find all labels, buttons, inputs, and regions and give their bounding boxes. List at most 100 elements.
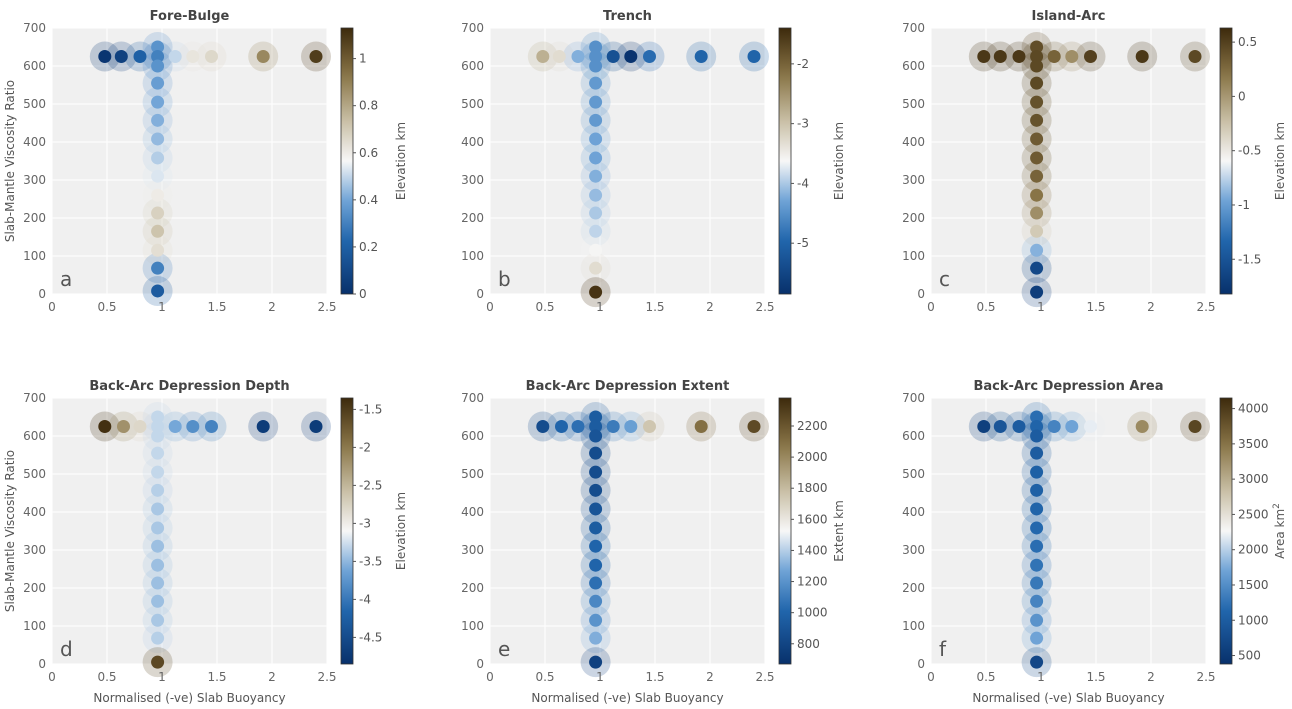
- colorbar-tick-label: -2.5: [359, 478, 382, 492]
- colorbar-label-superscript: 2: [1272, 503, 1282, 509]
- x-tick-label: 0.5: [97, 300, 116, 314]
- colorbar-tick-label: 0.2: [359, 240, 378, 254]
- y-tick-label: 500: [23, 97, 46, 111]
- colorbar-tick-label: -5: [797, 236, 809, 250]
- data-point: [1030, 285, 1044, 299]
- data-point: [589, 224, 603, 238]
- x-tick-label: 0.5: [976, 670, 995, 684]
- data-point: [643, 420, 656, 433]
- panel-title: Fore-Bulge: [150, 9, 230, 24]
- colorbar-tick-label: 3000: [1238, 472, 1269, 486]
- colorbar-tick-label: 4000: [1238, 402, 1269, 416]
- x-tick-label: 1: [158, 300, 166, 314]
- colorbar-tick-label: 1600: [797, 512, 828, 526]
- data-point: [151, 169, 165, 183]
- data-point: [624, 420, 638, 433]
- y-tick-label: 400: [23, 505, 46, 519]
- colorbar-tick-label: -4: [359, 592, 371, 606]
- y-tick-label: 0: [476, 657, 484, 671]
- colorbar-tick-label: 2500: [1238, 507, 1269, 521]
- y-tick-label: 600: [902, 59, 925, 73]
- data-point: [151, 224, 165, 238]
- colorbar-tick-label: 0.8: [359, 99, 378, 113]
- data-point: [694, 50, 708, 63]
- y-tick-label: 300: [461, 543, 484, 557]
- data-point: [1030, 521, 1044, 535]
- x-tick-label: 1.5: [207, 670, 226, 684]
- data-point: [552, 50, 566, 63]
- data-point: [1188, 420, 1202, 433]
- data-point: [1030, 151, 1044, 165]
- colorbar-tick-label: 1800: [797, 481, 828, 495]
- data-point: [98, 420, 112, 433]
- y-tick-label: 500: [461, 97, 484, 111]
- y-tick-label: 500: [902, 97, 925, 111]
- data-point: [309, 50, 323, 63]
- data-point: [1030, 59, 1044, 73]
- colorbar-tick-label: 0.6: [359, 146, 378, 160]
- x-tick-label: 1: [596, 670, 604, 684]
- colorbar-tick-label: -3: [359, 516, 371, 530]
- y-tick-label: 700: [902, 391, 925, 405]
- data-point: [1030, 261, 1044, 275]
- data-point: [643, 50, 656, 63]
- colorbar: [778, 27, 792, 295]
- y-tick-label: 400: [461, 135, 484, 149]
- data-point: [168, 50, 182, 63]
- colorbar: [340, 397, 354, 665]
- data-point: [993, 50, 1007, 63]
- x-tick-label: 1.5: [1086, 670, 1105, 684]
- data-point: [1030, 594, 1044, 608]
- x-tick-label: 0.5: [976, 300, 995, 314]
- data-point: [151, 594, 165, 608]
- data-point: [1030, 169, 1044, 183]
- panel-b: 0 0.5 1 1.5 2 2.5 0 100 200 300 400 500 600 700 Trench…: [461, 9, 846, 314]
- y-tick-label: 100: [23, 249, 46, 263]
- colorbar-tick-label: 1200: [797, 575, 828, 589]
- panel-d: 0 0.5 1 1.5 2 2.5 0 100 200 300 400 500 600 700 Back-A…: [3, 379, 408, 705]
- data-point: [151, 50, 165, 63]
- panel-title: Back-Arc Depression Depth: [89, 379, 289, 394]
- y-tick-label: 100: [902, 619, 925, 633]
- data-point: [205, 50, 218, 63]
- data-point: [1030, 40, 1044, 54]
- data-point: [151, 188, 165, 202]
- x-tick-label: 2: [268, 300, 276, 314]
- data-point: [589, 50, 603, 63]
- panel-a: 0 0.5 1 1.5 2 2.5 0 100 200 300 400 500 600 700 Fore-B…: [3, 9, 408, 314]
- data-point: [589, 95, 603, 109]
- y-tick-label: 300: [23, 543, 46, 557]
- data-point: [151, 446, 165, 460]
- data-point: [168, 420, 182, 433]
- y-tick-label: 100: [23, 619, 46, 633]
- data-point: [133, 420, 147, 433]
- data-point: [1030, 539, 1044, 553]
- x-tick-label: 1.5: [207, 300, 226, 314]
- x-tick-label: 0.5: [535, 300, 554, 314]
- data-point: [571, 420, 585, 433]
- data-point: [151, 95, 165, 109]
- data-point: [589, 261, 603, 275]
- colorbar-tick-label: -1.5: [359, 402, 382, 416]
- data-point: [205, 420, 218, 433]
- data-point: [1030, 76, 1044, 90]
- data-point: [589, 40, 603, 54]
- data-point: [589, 631, 603, 645]
- y-tick-label: 400: [461, 505, 484, 519]
- x-tick-label: 0.5: [535, 670, 554, 684]
- x-tick-label: 2: [706, 300, 714, 314]
- data-point: [151, 429, 165, 443]
- colorbar-tick-label: -3: [797, 117, 809, 131]
- colorbar: [1219, 27, 1233, 295]
- data-point: [1030, 613, 1044, 627]
- x-tick-label: 2.5: [1196, 300, 1215, 314]
- data-point: [606, 50, 620, 63]
- data-point: [186, 420, 200, 433]
- x-tick-label: 2.5: [317, 670, 336, 684]
- colorbar-label: Extent km: [832, 500, 846, 562]
- data-point: [151, 465, 165, 479]
- x-tick-label: 0: [927, 670, 935, 684]
- y-tick-label: 400: [902, 135, 925, 149]
- data-point: [589, 169, 603, 183]
- y-tick-label: 200: [461, 211, 484, 225]
